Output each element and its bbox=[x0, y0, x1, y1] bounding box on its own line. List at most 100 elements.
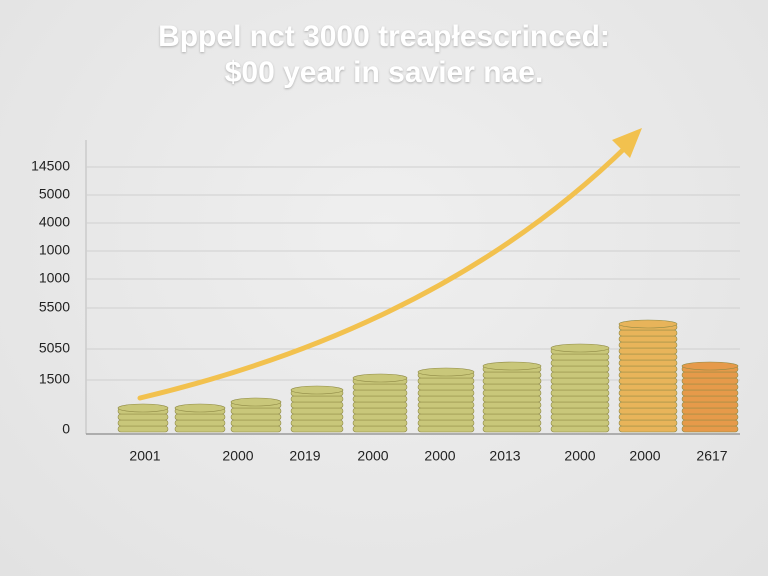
coin-top bbox=[174, 403, 226, 413]
coin bbox=[618, 407, 678, 415]
coin bbox=[550, 425, 610, 433]
coin bbox=[550, 395, 610, 403]
y-label: 1000 bbox=[39, 270, 70, 286]
coin bbox=[417, 389, 475, 397]
coin-top bbox=[230, 397, 282, 407]
coin bbox=[482, 395, 542, 403]
coin bbox=[618, 335, 678, 343]
coin bbox=[618, 419, 678, 427]
coin bbox=[230, 419, 282, 427]
coin bbox=[618, 347, 678, 355]
x-label: 2001 bbox=[129, 448, 160, 464]
coin-stack bbox=[482, 361, 542, 433]
coin bbox=[230, 413, 282, 421]
coin bbox=[417, 425, 475, 433]
coin bbox=[290, 413, 344, 421]
y-label: 0 bbox=[62, 421, 70, 437]
coin bbox=[681, 401, 739, 409]
x-label: 2000 bbox=[564, 448, 595, 464]
coin-stack bbox=[174, 403, 226, 433]
y-label: 14500 bbox=[31, 158, 70, 174]
coin-stack bbox=[352, 373, 408, 433]
coin bbox=[482, 389, 542, 397]
coin bbox=[618, 377, 678, 385]
coin bbox=[352, 401, 408, 409]
y-label: 1500 bbox=[39, 371, 70, 387]
coin bbox=[290, 419, 344, 427]
coin bbox=[550, 377, 610, 385]
coin bbox=[618, 395, 678, 403]
coin bbox=[417, 383, 475, 391]
coin bbox=[352, 407, 408, 415]
coin bbox=[681, 425, 739, 433]
coin bbox=[482, 401, 542, 409]
coin bbox=[681, 407, 739, 415]
coin bbox=[550, 407, 610, 415]
coin bbox=[117, 425, 169, 433]
x-label: 2000 bbox=[357, 448, 388, 464]
x-label: 2019 bbox=[289, 448, 320, 464]
x-label: 2000 bbox=[424, 448, 455, 464]
coin-top bbox=[290, 385, 344, 395]
coin bbox=[290, 401, 344, 409]
coin bbox=[352, 383, 408, 391]
coin bbox=[550, 353, 610, 361]
y-label: 5000 bbox=[39, 186, 70, 202]
coin bbox=[482, 419, 542, 427]
coin-stack bbox=[618, 319, 678, 433]
coin bbox=[681, 413, 739, 421]
coin bbox=[550, 383, 610, 391]
x-label: 2000 bbox=[222, 448, 253, 464]
coin bbox=[618, 341, 678, 349]
x-label: 2013 bbox=[489, 448, 520, 464]
coin-top bbox=[117, 403, 169, 413]
coin bbox=[230, 407, 282, 415]
coin bbox=[618, 329, 678, 337]
y-label: 1000 bbox=[39, 242, 70, 258]
coin bbox=[290, 425, 344, 433]
trend-arrow bbox=[137, 142, 631, 401]
coin-stack bbox=[290, 385, 344, 433]
coin-top bbox=[352, 373, 408, 383]
coin bbox=[681, 419, 739, 427]
coin bbox=[417, 419, 475, 427]
coin bbox=[352, 413, 408, 421]
coin bbox=[618, 425, 678, 433]
x-label: 2000 bbox=[629, 448, 660, 464]
coin bbox=[352, 395, 408, 403]
coin-top bbox=[681, 361, 739, 371]
coin bbox=[352, 419, 408, 427]
coin-stack bbox=[417, 367, 475, 433]
coin bbox=[174, 419, 226, 427]
y-label: 4000 bbox=[39, 214, 70, 230]
coin bbox=[681, 377, 739, 385]
coin-stack bbox=[681, 361, 739, 433]
coin bbox=[352, 425, 408, 433]
coin bbox=[618, 389, 678, 397]
coin bbox=[550, 401, 610, 409]
coin bbox=[681, 395, 739, 403]
coin bbox=[417, 413, 475, 421]
coin bbox=[550, 365, 610, 373]
coin bbox=[482, 425, 542, 433]
coin bbox=[290, 395, 344, 403]
coin bbox=[618, 371, 678, 379]
y-label: 5500 bbox=[39, 299, 70, 315]
stacks bbox=[117, 319, 739, 433]
coin bbox=[117, 419, 169, 427]
coin bbox=[550, 359, 610, 367]
coin bbox=[417, 407, 475, 415]
coin bbox=[482, 407, 542, 415]
coin bbox=[174, 425, 226, 433]
coin bbox=[618, 383, 678, 391]
coin bbox=[550, 389, 610, 397]
coin bbox=[618, 353, 678, 361]
coin bbox=[482, 413, 542, 421]
coin bbox=[290, 407, 344, 415]
coin-stack bbox=[230, 397, 282, 433]
title-line-1: Bppel nct 3000 treapłescrinced: bbox=[158, 20, 610, 53]
coin bbox=[482, 377, 542, 385]
coin bbox=[618, 401, 678, 409]
coin bbox=[618, 413, 678, 421]
